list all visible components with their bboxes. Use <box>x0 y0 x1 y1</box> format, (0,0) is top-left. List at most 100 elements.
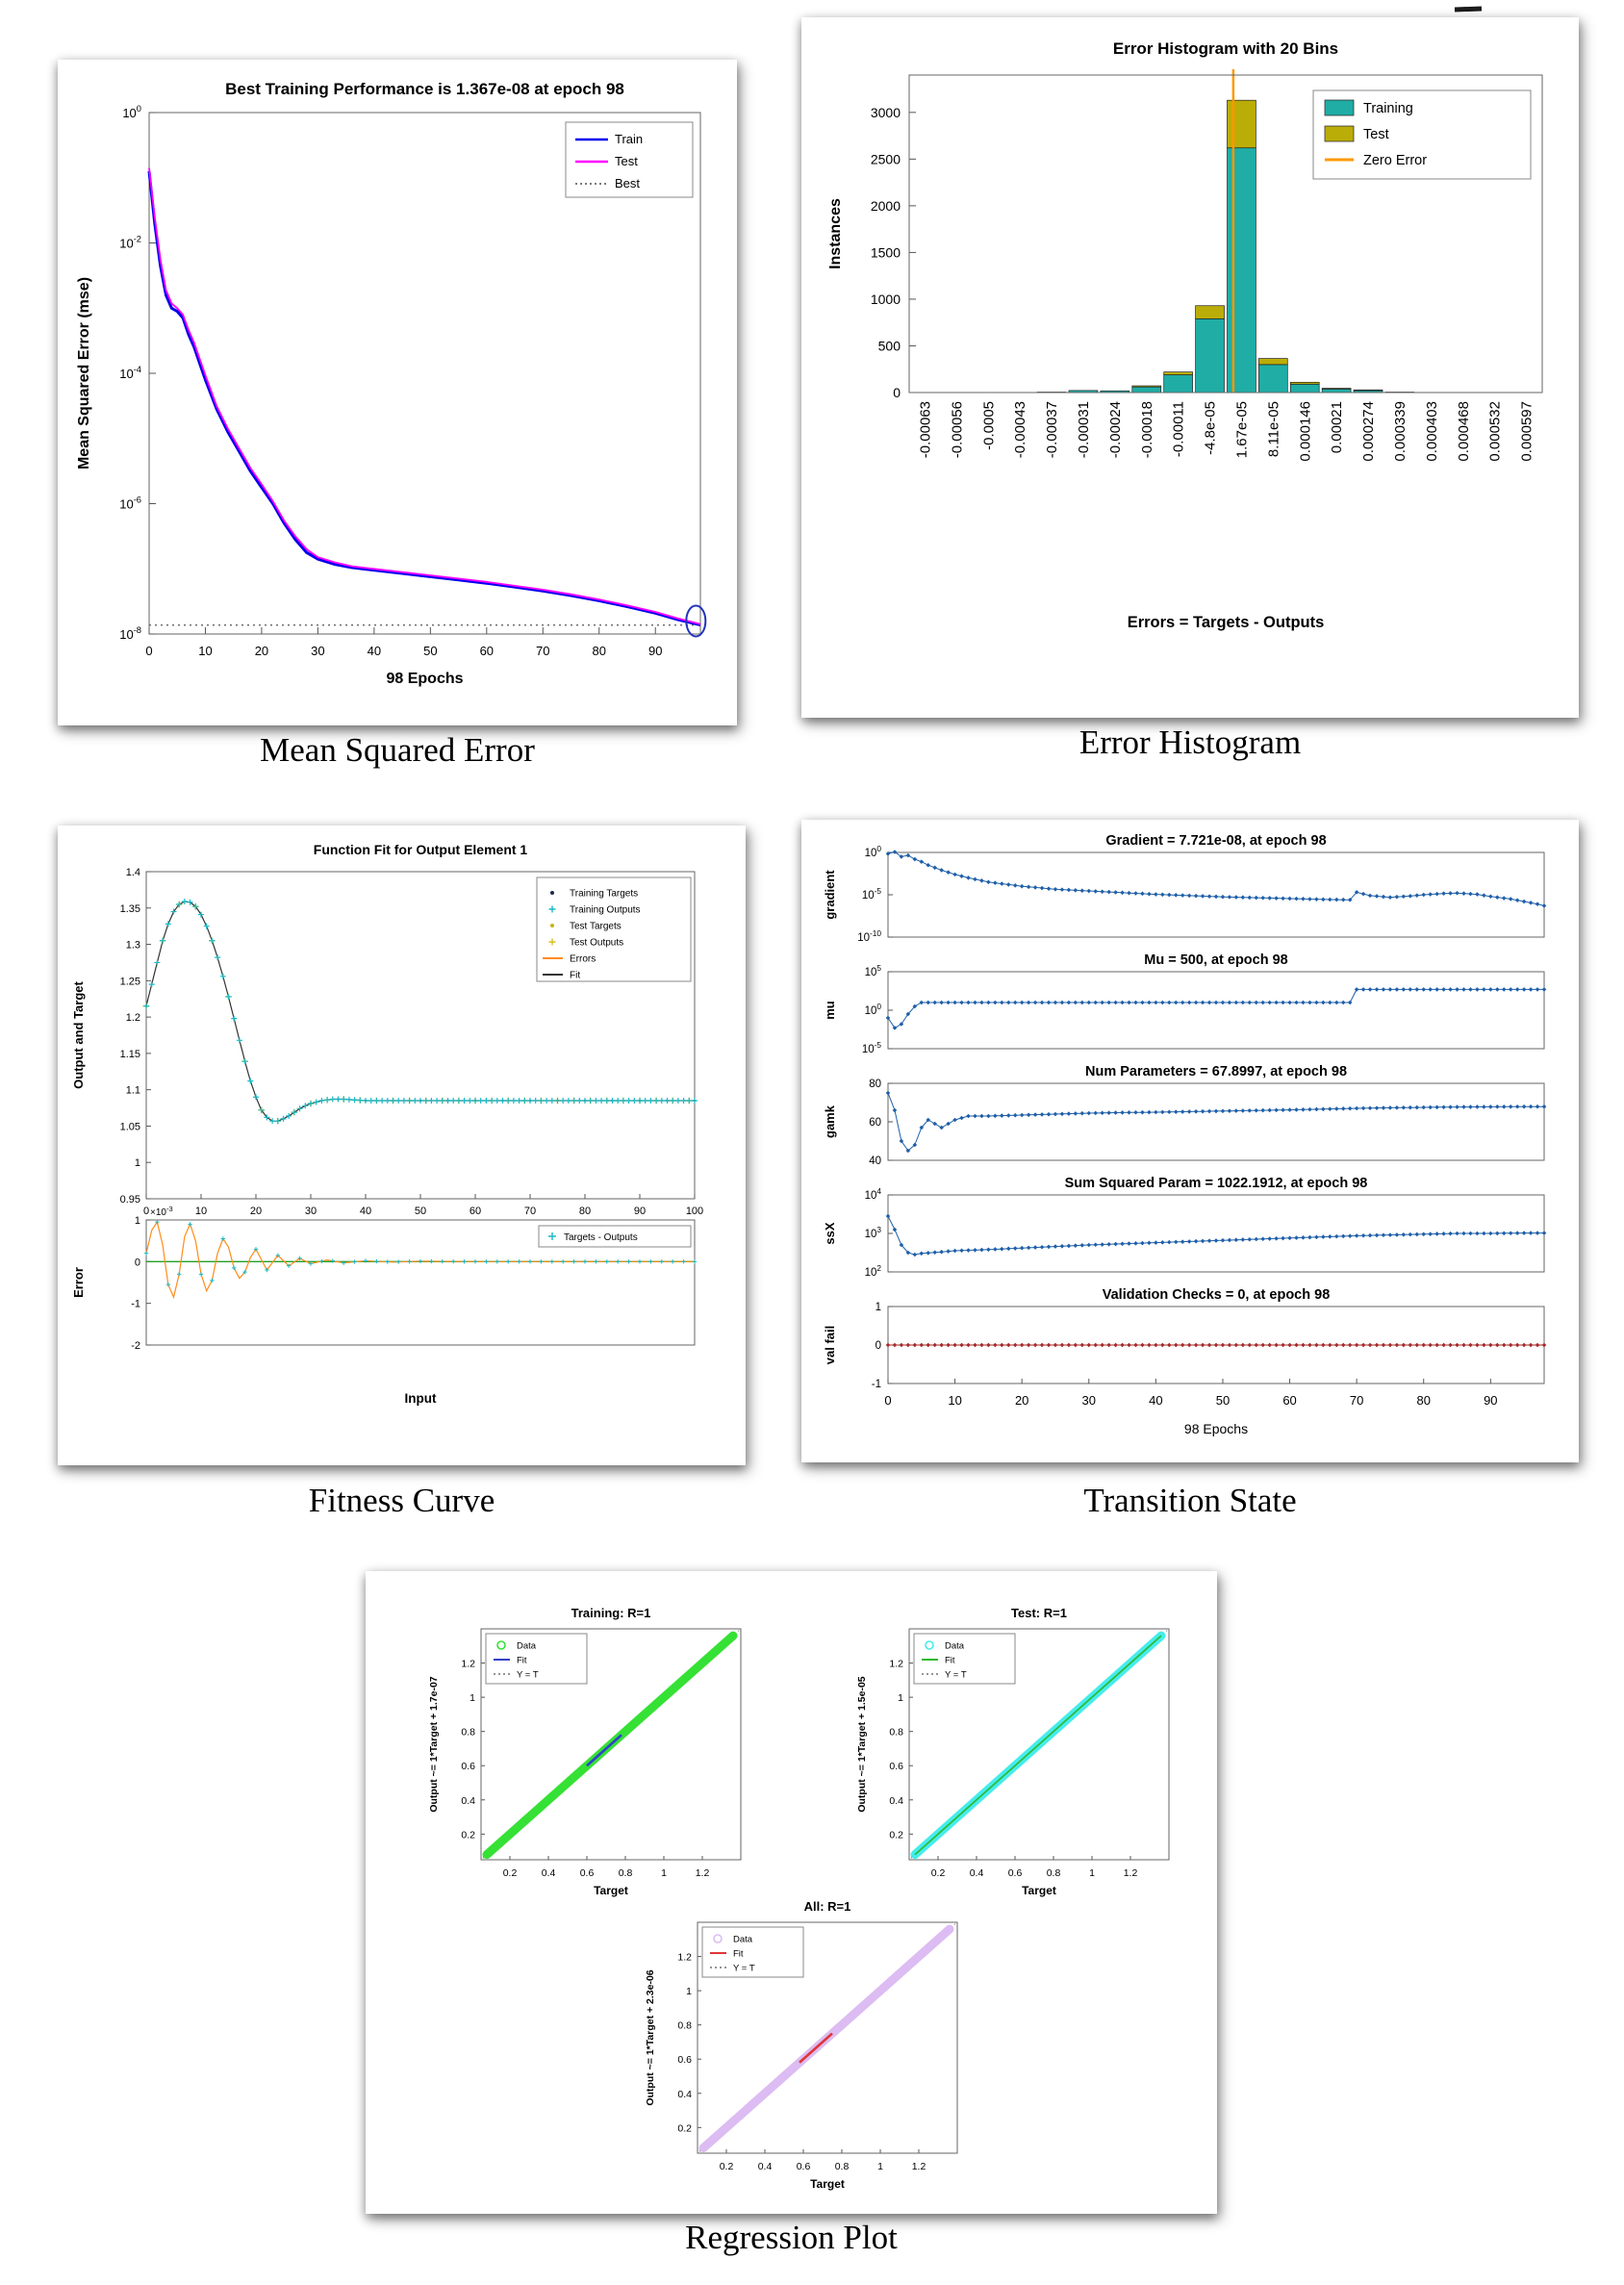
caption-regression: Regression Plot <box>685 2219 898 2256</box>
svg-text:40: 40 <box>1149 1393 1162 1408</box>
svg-text:Best: Best <box>615 176 640 190</box>
svg-text:0.6: 0.6 <box>797 2161 811 2172</box>
panel-fit: Function Fit for Output Element 1 Output … <box>58 825 746 1465</box>
svg-text:Test: R=1: Test: R=1 <box>1011 1606 1067 1620</box>
svg-text:0.2: 0.2 <box>503 1867 518 1879</box>
svg-text:0.4: 0.4 <box>970 1867 984 1879</box>
svg-text:10-4: 10-4 <box>119 365 141 381</box>
svg-text:1: 1 <box>135 1157 140 1169</box>
svg-text:Y = T: Y = T <box>517 1670 539 1681</box>
svg-text:Training: Training <box>1363 101 1413 116</box>
svg-text:Fit: Fit <box>945 1656 955 1666</box>
svg-text:105: 105 <box>865 964 882 978</box>
svg-text:Targets - Outputs: Targets - Outputs <box>564 1232 638 1243</box>
svg-text:Training Targets: Training Targets <box>570 889 638 900</box>
svg-text:0.000339: 0.000339 <box>1392 401 1408 462</box>
svg-text:100: 100 <box>865 1003 882 1017</box>
svg-text:0.6: 0.6 <box>461 1761 475 1772</box>
svg-text:0.2: 0.2 <box>931 1867 946 1879</box>
svg-text:103: 103 <box>865 1226 882 1240</box>
svg-text:0.2: 0.2 <box>889 1829 903 1841</box>
svg-text:102: 102 <box>865 1264 882 1279</box>
svg-text:Data: Data <box>945 1641 965 1652</box>
caption-fit: Fitness Curve <box>308 1482 495 1519</box>
regression-plot-chart: Training: R=1 Output ~= 1*Target + 1.7e-0… <box>428 1606 1170 2191</box>
svg-text:0.000532: 0.000532 <box>1487 401 1504 462</box>
svg-text:8.11e-05: 8.11e-05 <box>1265 401 1281 457</box>
svg-text:Test: Test <box>615 154 638 168</box>
function-fit-chart: Function Fit for Output Element 1 Output … <box>71 842 703 1406</box>
svg-text:1: 1 <box>469 1692 475 1704</box>
svg-text:Error Histogram with 20 Bins: Error Histogram with 20 Bins <box>1113 39 1338 58</box>
svg-text:10-8: 10-8 <box>119 625 141 642</box>
svg-text:Mu = 500, at epoch 98: Mu = 500, at epoch 98 <box>1144 952 1288 968</box>
svg-text:Test: Test <box>1363 127 1389 142</box>
training-state-chart: Gradient = 7.721e-08, at epoch 98 gradien… <box>823 833 1547 1436</box>
svg-text:0.4: 0.4 <box>758 2161 773 2172</box>
svg-text:80: 80 <box>869 1079 881 1090</box>
svg-text:Target: Target <box>1022 1884 1056 1897</box>
svg-text:val fail: val fail <box>823 1326 837 1364</box>
svg-text:-0.00043: -0.00043 <box>1012 401 1028 458</box>
svg-text:98 Epochs: 98 Epochs <box>1184 1421 1248 1436</box>
svg-text:Output ~= 1*Target + 1.7e-07: Output ~= 1*Target + 1.7e-07 <box>428 1676 440 1812</box>
svg-text:-4.8e-05: -4.8e-05 <box>1203 401 1219 455</box>
svg-text:1.2: 1.2 <box>696 1867 710 1879</box>
svg-text:80: 80 <box>593 644 606 658</box>
svg-text:-1: -1 <box>131 1299 140 1310</box>
svg-text:-0.00031: -0.00031 <box>1076 401 1092 458</box>
svg-text:Target: Target <box>594 1884 628 1897</box>
panel-histogram: Error Histogram with 20 Bins Instances Err… <box>801 17 1579 718</box>
stray-mark <box>1454 6 1483 13</box>
svg-text:1: 1 <box>875 1302 881 1313</box>
svg-text:98 Epochs: 98 Epochs <box>386 671 463 687</box>
svg-text:10-6: 10-6 <box>119 495 141 512</box>
svg-text:Fit: Fit <box>733 1949 744 1960</box>
svg-text:60: 60 <box>869 1117 881 1129</box>
svg-text:0: 0 <box>143 1206 149 1217</box>
panel-state: Gradient = 7.721e-08, at epoch 98 gradien… <box>801 820 1579 1462</box>
svg-text:0.8: 0.8 <box>835 2161 850 2172</box>
svg-text:0.2: 0.2 <box>720 2161 734 2172</box>
panel-performance: Best Training Performance is 1.367e-08 a… <box>58 60 737 725</box>
svg-text:10-5: 10-5 <box>862 1041 882 1055</box>
svg-text:Data: Data <box>517 1641 537 1652</box>
svg-text:-0.00018: -0.00018 <box>1139 401 1155 458</box>
svg-text:Errors: Errors <box>570 954 596 965</box>
svg-text:50: 50 <box>1216 1393 1230 1408</box>
svg-text:60: 60 <box>469 1206 481 1217</box>
svg-text:100: 100 <box>686 1206 703 1217</box>
caption-histogram: Error Histogram <box>1078 724 1302 761</box>
svg-text:104: 104 <box>865 1187 882 1202</box>
svg-text:70: 70 <box>1350 1393 1363 1408</box>
svg-text:-0.00024: -0.00024 <box>1107 401 1124 458</box>
svg-text:1.3: 1.3 <box>126 940 140 952</box>
svg-text:20: 20 <box>255 644 268 658</box>
error-histogram-chart: Error Histogram with 20 Bins Instances Err… <box>827 39 1543 631</box>
svg-text:1.35: 1.35 <box>120 903 140 915</box>
svg-text:80: 80 <box>579 1206 591 1217</box>
svg-text:40: 40 <box>869 1155 881 1167</box>
svg-text:0.6: 0.6 <box>1008 1867 1023 1879</box>
svg-text:Gradient = 7.721e-08, at epoch: Gradient = 7.721e-08, at epoch 98 <box>1105 833 1326 849</box>
svg-text:0.000403: 0.000403 <box>1424 401 1440 462</box>
svg-text:×10-3: ×10-3 <box>150 1205 173 1218</box>
svg-text:0.4: 0.4 <box>677 2089 692 2100</box>
svg-text:Input: Input <box>405 1391 437 1406</box>
svg-text:60: 60 <box>480 644 494 658</box>
svg-text:1.2: 1.2 <box>126 1012 140 1024</box>
svg-text:0.8: 0.8 <box>619 1867 633 1879</box>
svg-text:Num Parameters = 67.8997, at e: Num Parameters = 67.8997, at epoch 98 <box>1085 1064 1347 1079</box>
svg-text:0: 0 <box>135 1257 140 1268</box>
svg-text:Best Training Performance is 1: Best Training Performance is 1.367e-08 a… <box>225 80 624 98</box>
svg-text:10: 10 <box>948 1393 961 1408</box>
svg-text:70: 70 <box>524 1206 536 1217</box>
svg-text:1.4: 1.4 <box>126 867 140 878</box>
caption-mse: Mean Squared Error <box>260 731 535 769</box>
svg-text:10: 10 <box>198 644 212 658</box>
svg-text:1.2: 1.2 <box>677 1952 692 1964</box>
svg-text:0.000274: 0.000274 <box>1360 401 1377 462</box>
svg-text:-0.0005: -0.0005 <box>980 401 997 450</box>
svg-text:Y = T: Y = T <box>945 1670 967 1681</box>
svg-text:30: 30 <box>1082 1393 1096 1408</box>
